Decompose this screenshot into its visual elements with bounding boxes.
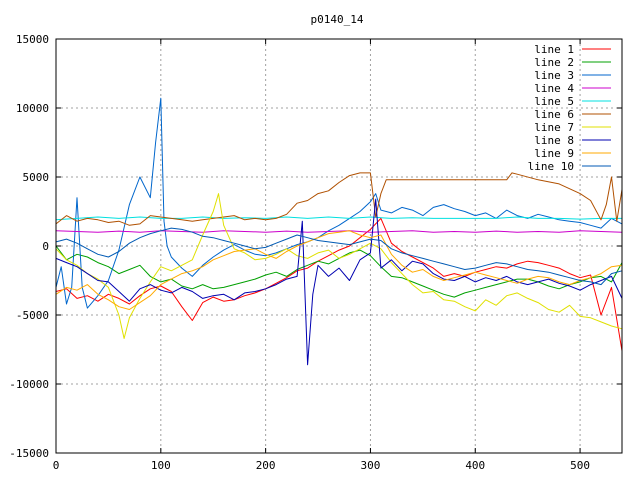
series-lines (55, 97, 623, 366)
series-line-6 (55, 172, 623, 226)
y-tick-label: -15000 (9, 447, 49, 460)
legend-label: line 3 (534, 69, 574, 82)
series-line-5 (55, 216, 622, 221)
x-tick-label: 400 (465, 459, 485, 472)
legend-label: line 2 (534, 56, 574, 69)
legend-label: line 8 (534, 134, 574, 147)
y-tick-label: 0 (42, 240, 49, 253)
series-line-8 (55, 198, 623, 366)
axis-ticks: -15000 -10000 -5000 0 5000 10000 15000 0 100 200 3… (9, 33, 622, 472)
x-tick-label: 200 (256, 459, 276, 472)
series-line-2 (55, 245, 623, 298)
legend-label: line 1 (534, 43, 574, 56)
y-tick-label: 15000 (16, 33, 49, 46)
x-tick-label: 0 (53, 459, 60, 472)
chart-title: p0140_14 (311, 13, 364, 26)
series-line-9 (55, 230, 623, 310)
legend-label: line 4 (534, 82, 574, 95)
series-line-1 (55, 217, 623, 351)
legend-label: line 10 (528, 160, 574, 173)
legend-label: line 5 (534, 95, 574, 108)
series-line-10 (55, 227, 623, 286)
y-tick-label: 5000 (23, 171, 50, 184)
y-tick-label: 10000 (16, 102, 49, 115)
series-line-4 (55, 230, 623, 233)
legend-label: line 6 (534, 108, 574, 121)
series-line-7 (55, 193, 623, 339)
y-tick-label: -10000 (9, 378, 49, 391)
legend-label: line 9 (534, 147, 574, 160)
legend-label: line 7 (534, 121, 574, 134)
y-tick-label: -5000 (16, 309, 49, 322)
x-tick-label: 500 (570, 459, 590, 472)
x-tick-label: 300 (361, 459, 381, 472)
x-tick-label: 100 (151, 459, 171, 472)
